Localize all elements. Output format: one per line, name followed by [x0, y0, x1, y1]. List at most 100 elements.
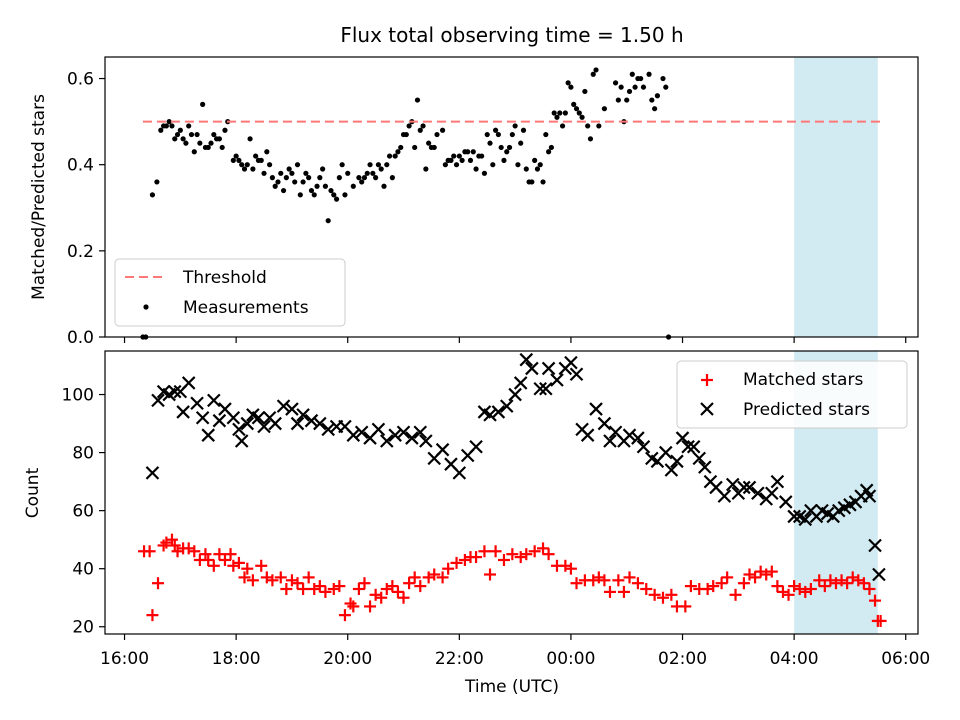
predicted-star-point [778, 495, 793, 509]
predicted-star-point [346, 428, 361, 442]
predicted-star-point [533, 381, 548, 396]
matched-star-point [749, 571, 762, 584]
top-x-ticks [123, 337, 907, 343]
matched-star-point [478, 545, 491, 558]
predicted-star-point [525, 361, 539, 376]
measurement-point [551, 110, 557, 116]
measurement-point [654, 93, 661, 99]
measurement-point [253, 153, 259, 159]
matched-star-point [665, 588, 678, 601]
measurement-point [311, 192, 317, 198]
measurement-point [518, 140, 524, 146]
predicted-star-point [396, 425, 411, 440]
predicted-star-point [354, 425, 369, 440]
predicted-star-point [597, 416, 612, 431]
measurement-point [381, 183, 387, 189]
predicted-star-point [686, 440, 701, 454]
predicted-star-point [737, 480, 751, 495]
matched-star-point [369, 588, 382, 601]
matched-star-point [344, 597, 357, 610]
predicted-star-point [675, 431, 690, 445]
matched-star-point [648, 588, 661, 601]
matched-star-point [559, 559, 572, 572]
matched-star-point [352, 583, 365, 596]
measurement-point [562, 110, 568, 116]
legend-predicted-label: Predicted stars [743, 400, 870, 420]
measurement-point [267, 162, 273, 168]
predicted-star-point [419, 434, 433, 448]
matched-star-point [285, 574, 298, 587]
matched-star-point [612, 574, 625, 587]
top-measurement-points [140, 67, 672, 340]
predicted-star-point [240, 416, 255, 431]
measurement-point [317, 175, 323, 181]
measurement-point [632, 84, 638, 90]
measurement-point [244, 162, 250, 168]
matched-star-point [656, 591, 669, 604]
top-axes-frame [104, 56, 919, 338]
measurement-point [230, 157, 236, 163]
y-tick-label: 80 [72, 444, 94, 464]
matched-star-point [874, 614, 887, 627]
matched-star-point [506, 548, 519, 561]
top-legend-box [114, 258, 346, 327]
measurement-point [297, 192, 303, 198]
predicted-star-point [290, 416, 305, 431]
predicted-star-point [787, 509, 801, 524]
matched-star-point [422, 571, 435, 584]
predicted-star-point [636, 440, 651, 454]
measurement-point [364, 170, 370, 176]
bottom-x-ticks: 16:00 18:00 20:00 22:00 00:00 02:00 04:00 06:00 [100, 634, 930, 669]
predicted-star-point [670, 454, 684, 469]
y-tick-label: 0.6 [67, 70, 94, 90]
measurement-point [188, 131, 195, 138]
matched-star-point [213, 548, 226, 561]
predicted-star-point [770, 474, 785, 489]
measurement-point [149, 192, 156, 198]
measurement-point [618, 84, 624, 90]
measurement-point [467, 157, 474, 163]
matched-star-point [255, 559, 268, 572]
measurement-point [292, 179, 298, 185]
matched-star-point [623, 571, 636, 584]
measurement-point [211, 131, 217, 138]
measurement-point [154, 179, 160, 185]
matched-star-point [679, 600, 692, 613]
measurement-point [241, 166, 248, 172]
legend-matched-label: Matched stars [743, 370, 863, 390]
measurement-point [345, 170, 351, 176]
matched-star-point [715, 577, 728, 590]
matched-star-point [841, 577, 854, 590]
matched-star-point [227, 559, 240, 572]
predicted-star-point [550, 373, 564, 387]
matched-star-point [297, 583, 310, 596]
bottom-panel: 20 40 60 80 100 16:00 18:00 20:00 22:00 00:00 02:… [23, 350, 930, 697]
top-highlight-span [794, 57, 878, 337]
matched-star-point [218, 553, 231, 566]
measurement-point [582, 88, 588, 95]
matched-star-point [484, 568, 497, 581]
bottom-y-axis-label: Count [23, 467, 43, 518]
predicted-star-point [380, 434, 394, 448]
measurement-point [576, 110, 582, 116]
matched-star-point [224, 548, 237, 561]
matched-star-point [386, 580, 399, 593]
measurement-point [451, 153, 457, 159]
predicted-stars-points [145, 352, 886, 582]
legend-predicted-swatch [700, 402, 714, 416]
predicted-star-point [276, 399, 291, 413]
measurement-point [194, 131, 200, 138]
legend-measurements-swatch [143, 304, 149, 310]
measurement-point [247, 136, 253, 142]
predicted-star-point [603, 434, 617, 448]
predicted-star-point [251, 410, 266, 425]
matched-star-point [403, 577, 416, 590]
measurement-point [559, 123, 566, 129]
predicted-star-point [698, 460, 712, 474]
predicted-star-point [564, 355, 578, 370]
measurement-point [389, 175, 395, 181]
x-tick-label: 22:00 [435, 649, 484, 669]
measurement-point [392, 153, 398, 159]
matched-star-point [869, 594, 882, 607]
measurement-point [585, 123, 591, 129]
